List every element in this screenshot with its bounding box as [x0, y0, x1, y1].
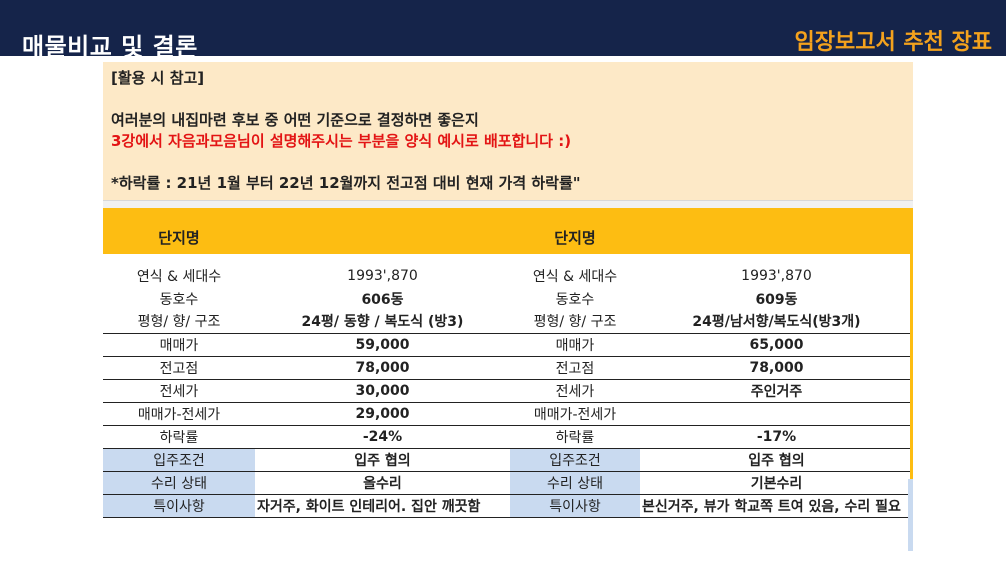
table-row: 하락률 -24% 하락률 -17%	[103, 425, 913, 449]
row-value: 주인거주	[640, 379, 913, 403]
row-label: 전세가	[103, 379, 255, 403]
row-label: 입주조건	[103, 448, 255, 472]
table-right-edge	[910, 208, 913, 550]
header-label-right: 단지명	[510, 208, 640, 254]
row-label: 하락률	[510, 425, 640, 449]
row-label: 특이사항	[510, 494, 640, 518]
row-label: 전고점	[510, 356, 640, 380]
row-label: 매매가-전세가	[103, 402, 255, 426]
note-line-2: 여러분의 내집마련 후보 중 어떤 기준으로 결정하면 좋은지	[111, 111, 479, 129]
table-header-row: 단지명 단지명	[103, 208, 913, 254]
row-label: 특이사항	[103, 494, 255, 518]
row-value: 78,000	[255, 356, 510, 380]
row-label: 매매가	[103, 333, 255, 357]
row-value: 24평/ 동향 / 복도식 (방3)	[255, 310, 510, 334]
row-label: 수리 상태	[510, 471, 640, 495]
comparison-table: 단지명 단지명 연식 & 세대수 1993',870 연식 & 세대수 1993…	[103, 208, 913, 518]
note-line-3: 3강에서 자음과모음님이 설명해주시는 부분을 양식 예시로 배포합니다 :)	[111, 132, 572, 150]
row-label: 평형/ 향/ 구조	[103, 310, 255, 334]
row-label: 연식 & 세대수	[532, 268, 618, 285]
row-value	[640, 402, 913, 426]
row-value: 자거주, 화이트 인테리어. 집안 깨끗함	[255, 494, 510, 518]
row-label: 하락률	[103, 425, 255, 449]
row-label: 동호수	[159, 291, 199, 308]
row-value: 29,000	[255, 402, 510, 426]
row-label: 매매가	[510, 333, 640, 357]
table-row: 매매가 59,000 매매가 65,000	[103, 333, 913, 357]
row-value: 1993',870	[347, 267, 418, 284]
table-row: 전세가 30,000 전세가 주인거주	[103, 379, 913, 403]
row-value: -24%	[255, 425, 510, 449]
row-label: 전고점	[103, 356, 255, 380]
row-value: 24평/남서향/복도식(방3개)	[640, 310, 913, 334]
table-row: 입주조건 입주 협의 입주조건 입주 협의	[103, 448, 913, 472]
row-label: 전세가	[510, 379, 640, 403]
table-row: 특이사항 자거주, 화이트 인테리어. 집안 깨끗함 특이사항 본신거주, 뷰가…	[103, 494, 913, 518]
header-tag: 임장보고서 추천 장표	[794, 30, 992, 55]
row-value: 1993',870	[741, 267, 812, 284]
table-row: 연식 & 세대수 1993',870 연식 & 세대수 1993',870	[103, 264, 913, 287]
row-label: 입주조건	[510, 448, 640, 472]
row-value: 올수리	[255, 471, 510, 495]
slide-header: 매물비교 및 결론 임장보고서 추천 장표	[0, 0, 1006, 62]
row-label: 동호수	[555, 291, 595, 308]
row-label: 수리 상태	[103, 471, 255, 495]
row-label: 평형/ 향/ 구조	[510, 310, 640, 334]
table-row: 매매가-전세가 29,000 매매가-전세가	[103, 402, 913, 426]
table-row: 동호수 606동 동호수 609동	[103, 287, 913, 310]
row-value: 65,000	[640, 333, 913, 357]
row-value: 606동	[361, 291, 404, 308]
row-label: 매매가-전세가	[510, 402, 640, 426]
header-value-left	[255, 208, 510, 254]
header-band	[0, 0, 1006, 56]
spacer-row	[103, 254, 913, 264]
row-label: 연식 & 세대수	[136, 268, 222, 285]
row-value: 기본수리	[640, 471, 913, 495]
usage-note: [활용 시 참고] 여러분의 내집마련 후보 중 어떤 기준으로 결정하면 좋은…	[103, 62, 913, 200]
row-value: 30,000	[255, 379, 510, 403]
row-value: 59,000	[255, 333, 510, 357]
row-value: 입주 협의	[640, 448, 913, 472]
row-value: -17%	[640, 425, 913, 449]
table-right-edge-blue	[908, 479, 913, 551]
row-value: 609동	[755, 291, 798, 308]
sheet-divider	[103, 200, 913, 208]
page-title: 매물비교 및 결론	[22, 33, 198, 61]
table-row: 평형/ 향/ 구조 24평/ 동향 / 복도식 (방3) 평형/ 향/ 구조 2…	[103, 310, 913, 334]
row-value: 본신거주, 뷰가 학교쪽 트여 있음, 수리 필요	[640, 494, 913, 518]
table-row: 전고점 78,000 전고점 78,000	[103, 356, 913, 380]
row-value: 입주 협의	[255, 448, 510, 472]
note-line-4: *하락률 : 21년 1월 부터 22년 12월까지 전고점 대비 현재 가격 …	[111, 174, 581, 192]
table-row: 수리 상태 올수리 수리 상태 기본수리	[103, 471, 913, 495]
header-value-right	[640, 208, 913, 254]
header-label-left: 단지명	[103, 208, 255, 254]
note-heading: [활용 시 참고]	[111, 69, 205, 87]
row-value: 78,000	[640, 356, 913, 380]
